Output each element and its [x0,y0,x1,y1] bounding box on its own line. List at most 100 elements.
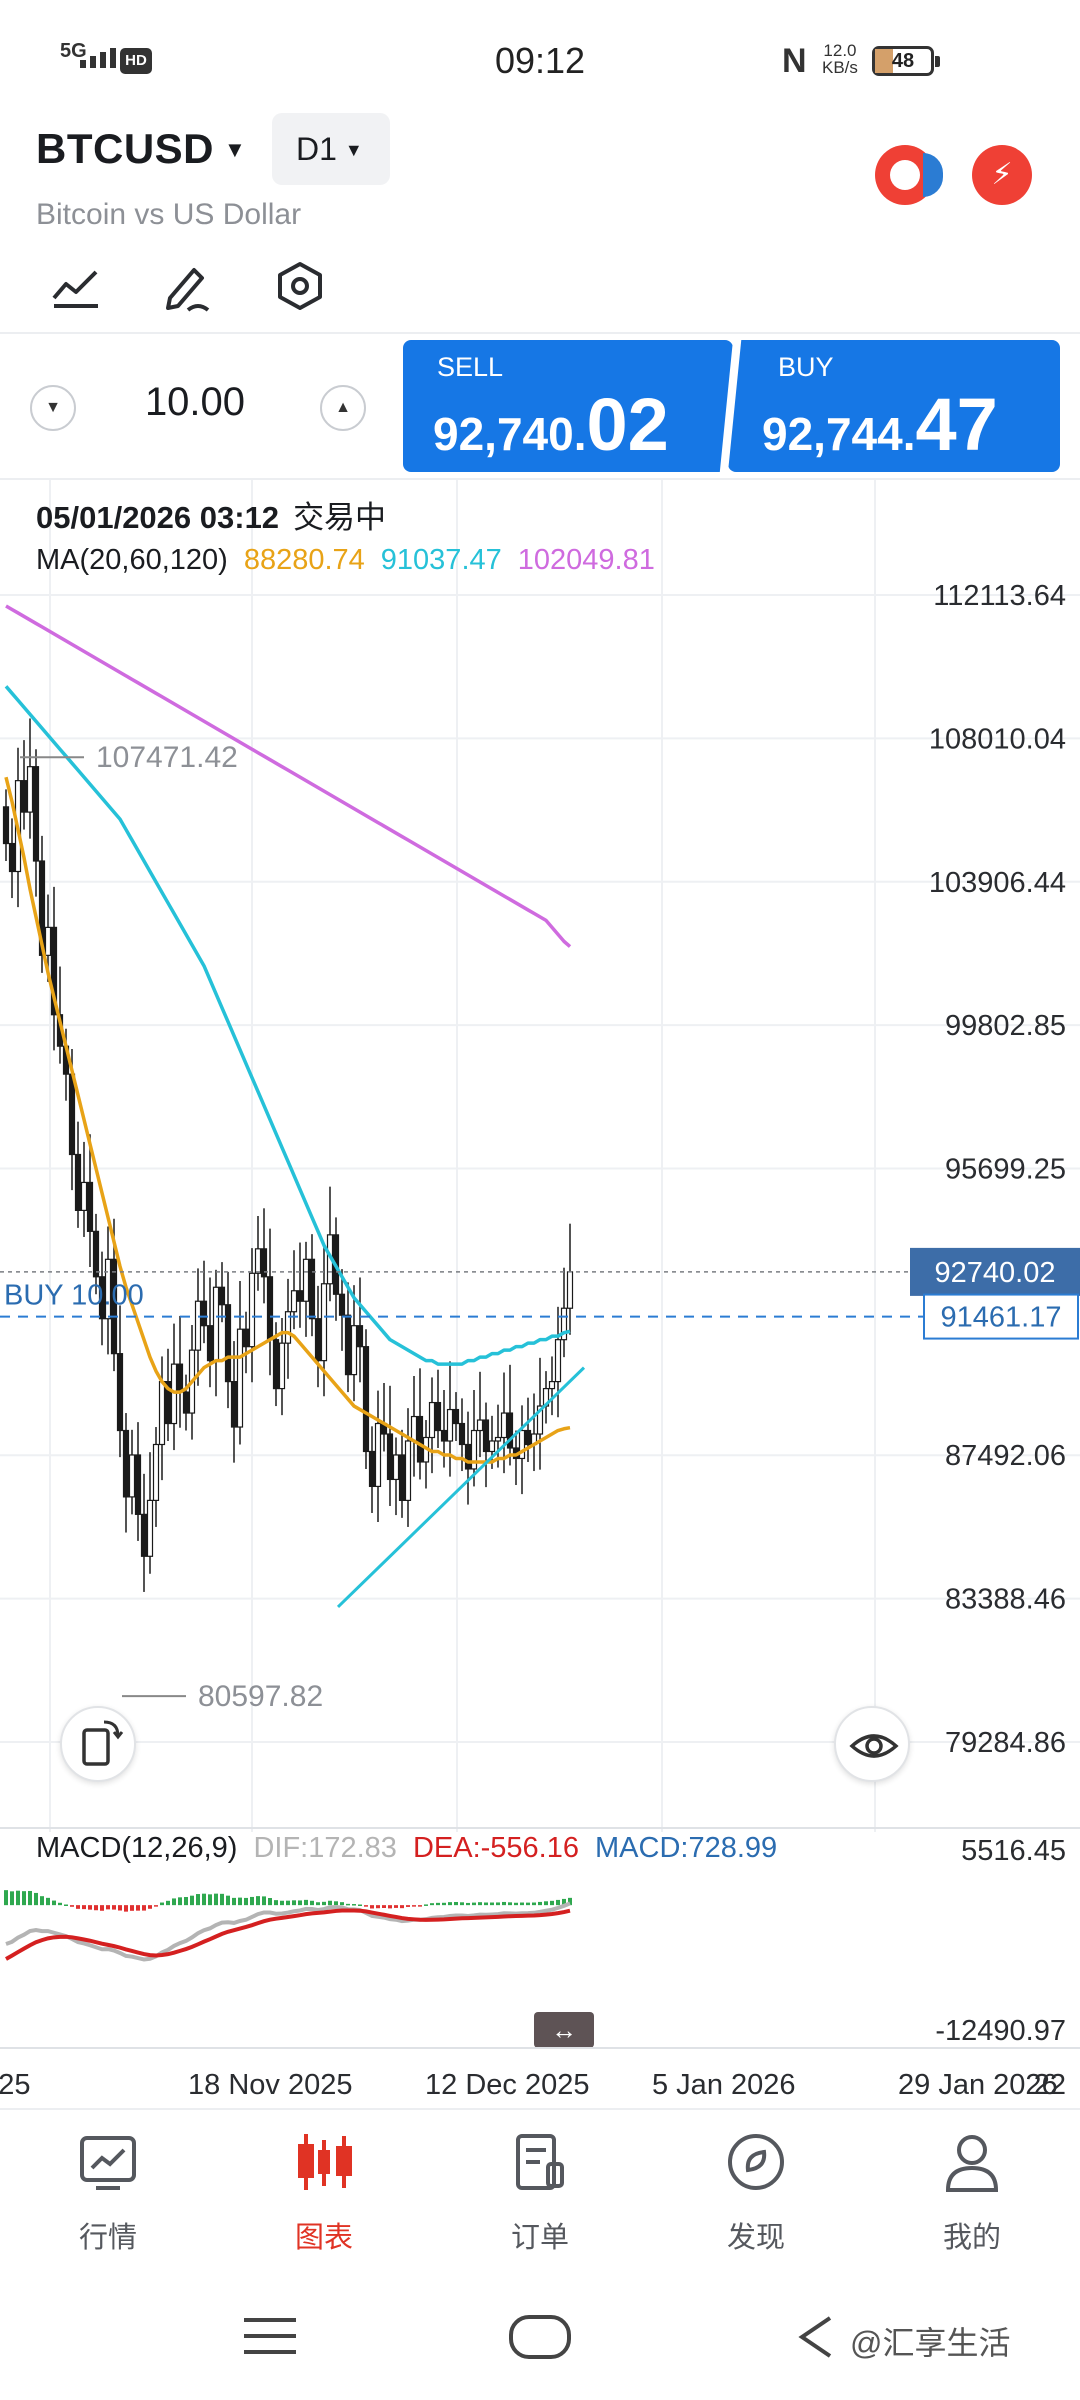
date-axis-label: 5 Jan 2026 [652,2069,796,2101]
symbol-selector[interactable]: BTCUSD ▼ [36,125,247,172]
macd-histogram-bar [538,1901,542,1906]
macd-histogram-bar [28,1890,32,1906]
increase-volume-button[interactable]: ▲ [320,385,366,431]
macd-histogram-bar [514,1902,518,1906]
macd-histogram-bar [238,1897,242,1906]
indicator-icon[interactable] [48,258,104,314]
macd-histogram-bar [472,1902,476,1906]
candle-body [104,1258,112,1320]
divider [0,332,1080,334]
macd-histogram-bar [370,1905,374,1909]
macd-histogram-bar [412,1905,416,1907]
macd-histogram-bar [46,1897,50,1906]
network-indicator: 5G [60,40,87,62]
settings-icon[interactable] [272,258,328,314]
divider [0,2108,1080,2110]
macd-histogram-bar [196,1894,200,1906]
ma60-line [4,685,571,1366]
home-icon[interactable] [508,2314,572,2360]
macd-histogram-bar [100,1905,104,1911]
candle-body [368,1450,376,1488]
price-chart[interactable]: 112113.64 108010.04 103906.44 99802.85 95699… [0,470,1080,2110]
candle-body [518,1429,526,1460]
macd-histogram-bar [34,1892,38,1906]
macd-histogram-bar [346,1903,350,1906]
nav-orders[interactable]: 订单 [465,2130,615,2256]
candle-body [374,1422,382,1488]
buy-button[interactable]: BUY 92,744.47 [728,340,1060,472]
macd-histogram-bar [460,1902,464,1906]
timeframe-selector[interactable]: D1 ▼ [272,113,390,185]
candle-body [452,1408,460,1425]
position-label: BUY 10.00 [4,1280,144,1312]
decrease-volume-button[interactable]: ▼ [30,385,76,431]
macd-histogram-bar [466,1902,470,1906]
candle-body [428,1401,436,1439]
price-axis-label: 79284.86 [945,1727,1066,1759]
divider [0,478,1080,480]
scroll-handle [534,2012,594,2048]
macd-histogram-bar [10,1891,14,1906]
price-axis-label: 99802.85 [945,1010,1066,1042]
macd-histogram-bar [430,1903,434,1906]
candle-body [536,1405,544,1435]
macd-histogram-bar [70,1905,74,1907]
date-axis-label: 22 [1034,2069,1066,2101]
candle-body [248,1272,256,1348]
candle-body [416,1415,424,1463]
macd-histogram-bar [526,1902,530,1906]
discover-icon [728,2134,784,2190]
candle-body [560,1307,568,1341]
candle-body [92,1230,100,1278]
position-price-tag [923,1293,1079,1340]
macd-histogram-bar [448,1902,452,1906]
back-icon[interactable] [796,2314,836,2360]
rotate-screen-button[interactable] [60,1706,136,1782]
macd-histogram-bar [76,1905,80,1909]
candle-body [80,1181,88,1212]
date-axis-label: 29 Jan 2026 [898,2069,1058,2101]
candle-body [284,1311,292,1344]
one-click-trade-icon[interactable]: ⚡ [972,145,1046,205]
nav-discover[interactable]: 发现 [681,2130,831,2256]
macd-histogram-bar [88,1905,92,1910]
position-price-label: 91461.17 [941,1302,1062,1334]
macd-axis-label: -12490.97 [935,2015,1066,2047]
macd-histogram-bar [292,1900,296,1906]
nav-quotes[interactable]: 行情 [33,2130,183,2256]
macd-histogram-bar [280,1900,284,1906]
candle-body [494,1436,502,1442]
macd-histogram-bar [358,1904,362,1907]
status-bar: 5G HD 09:12 N 12.0 KB/s 48 [0,0,1080,120]
macd-histogram-bar [322,1901,326,1906]
macd-histogram-bar [424,1904,428,1906]
macd-histogram-bar [520,1902,524,1906]
candle-body [524,1429,532,1446]
candle-body [488,1440,496,1453]
nav-chart[interactable]: 图表 [249,2130,399,2256]
macd-histogram-bar [220,1893,224,1906]
macd-histogram-bar [130,1905,134,1911]
macd-histogram-bar [550,1900,554,1906]
draw-icon[interactable] [158,258,214,314]
ma-legend: MA(20,60,120) 88280.74 91037.47 102049.81 [36,544,655,576]
visibility-button[interactable] [834,1706,910,1782]
macd-histogram-bar [394,1905,398,1908]
macd-histogram-bar [232,1897,236,1906]
nav-profile[interactable]: 我的 [897,2130,1047,2256]
candle-body [350,1325,358,1376]
menu-icon[interactable] [242,2316,298,2356]
system-nav-bar [0,2290,1080,2400]
macd-histogram-bar [82,1905,86,1910]
macd-axis-label: 5516.45 [961,1835,1066,1867]
volume-input[interactable]: 10.00 [144,380,246,424]
candle-body [50,926,58,1016]
ma20-value: 88280.74 [243,544,365,576]
candle-body [44,926,52,956]
macd-histogram-bar [382,1905,386,1908]
sell-button[interactable]: SELL 92,740.02 [403,340,733,472]
alarm-icon[interactable] [875,145,943,205]
macd-histogram-bar [184,1897,188,1906]
candle-body [254,1248,262,1274]
date-axis-label: 18 Nov 2025 [188,2069,352,2101]
